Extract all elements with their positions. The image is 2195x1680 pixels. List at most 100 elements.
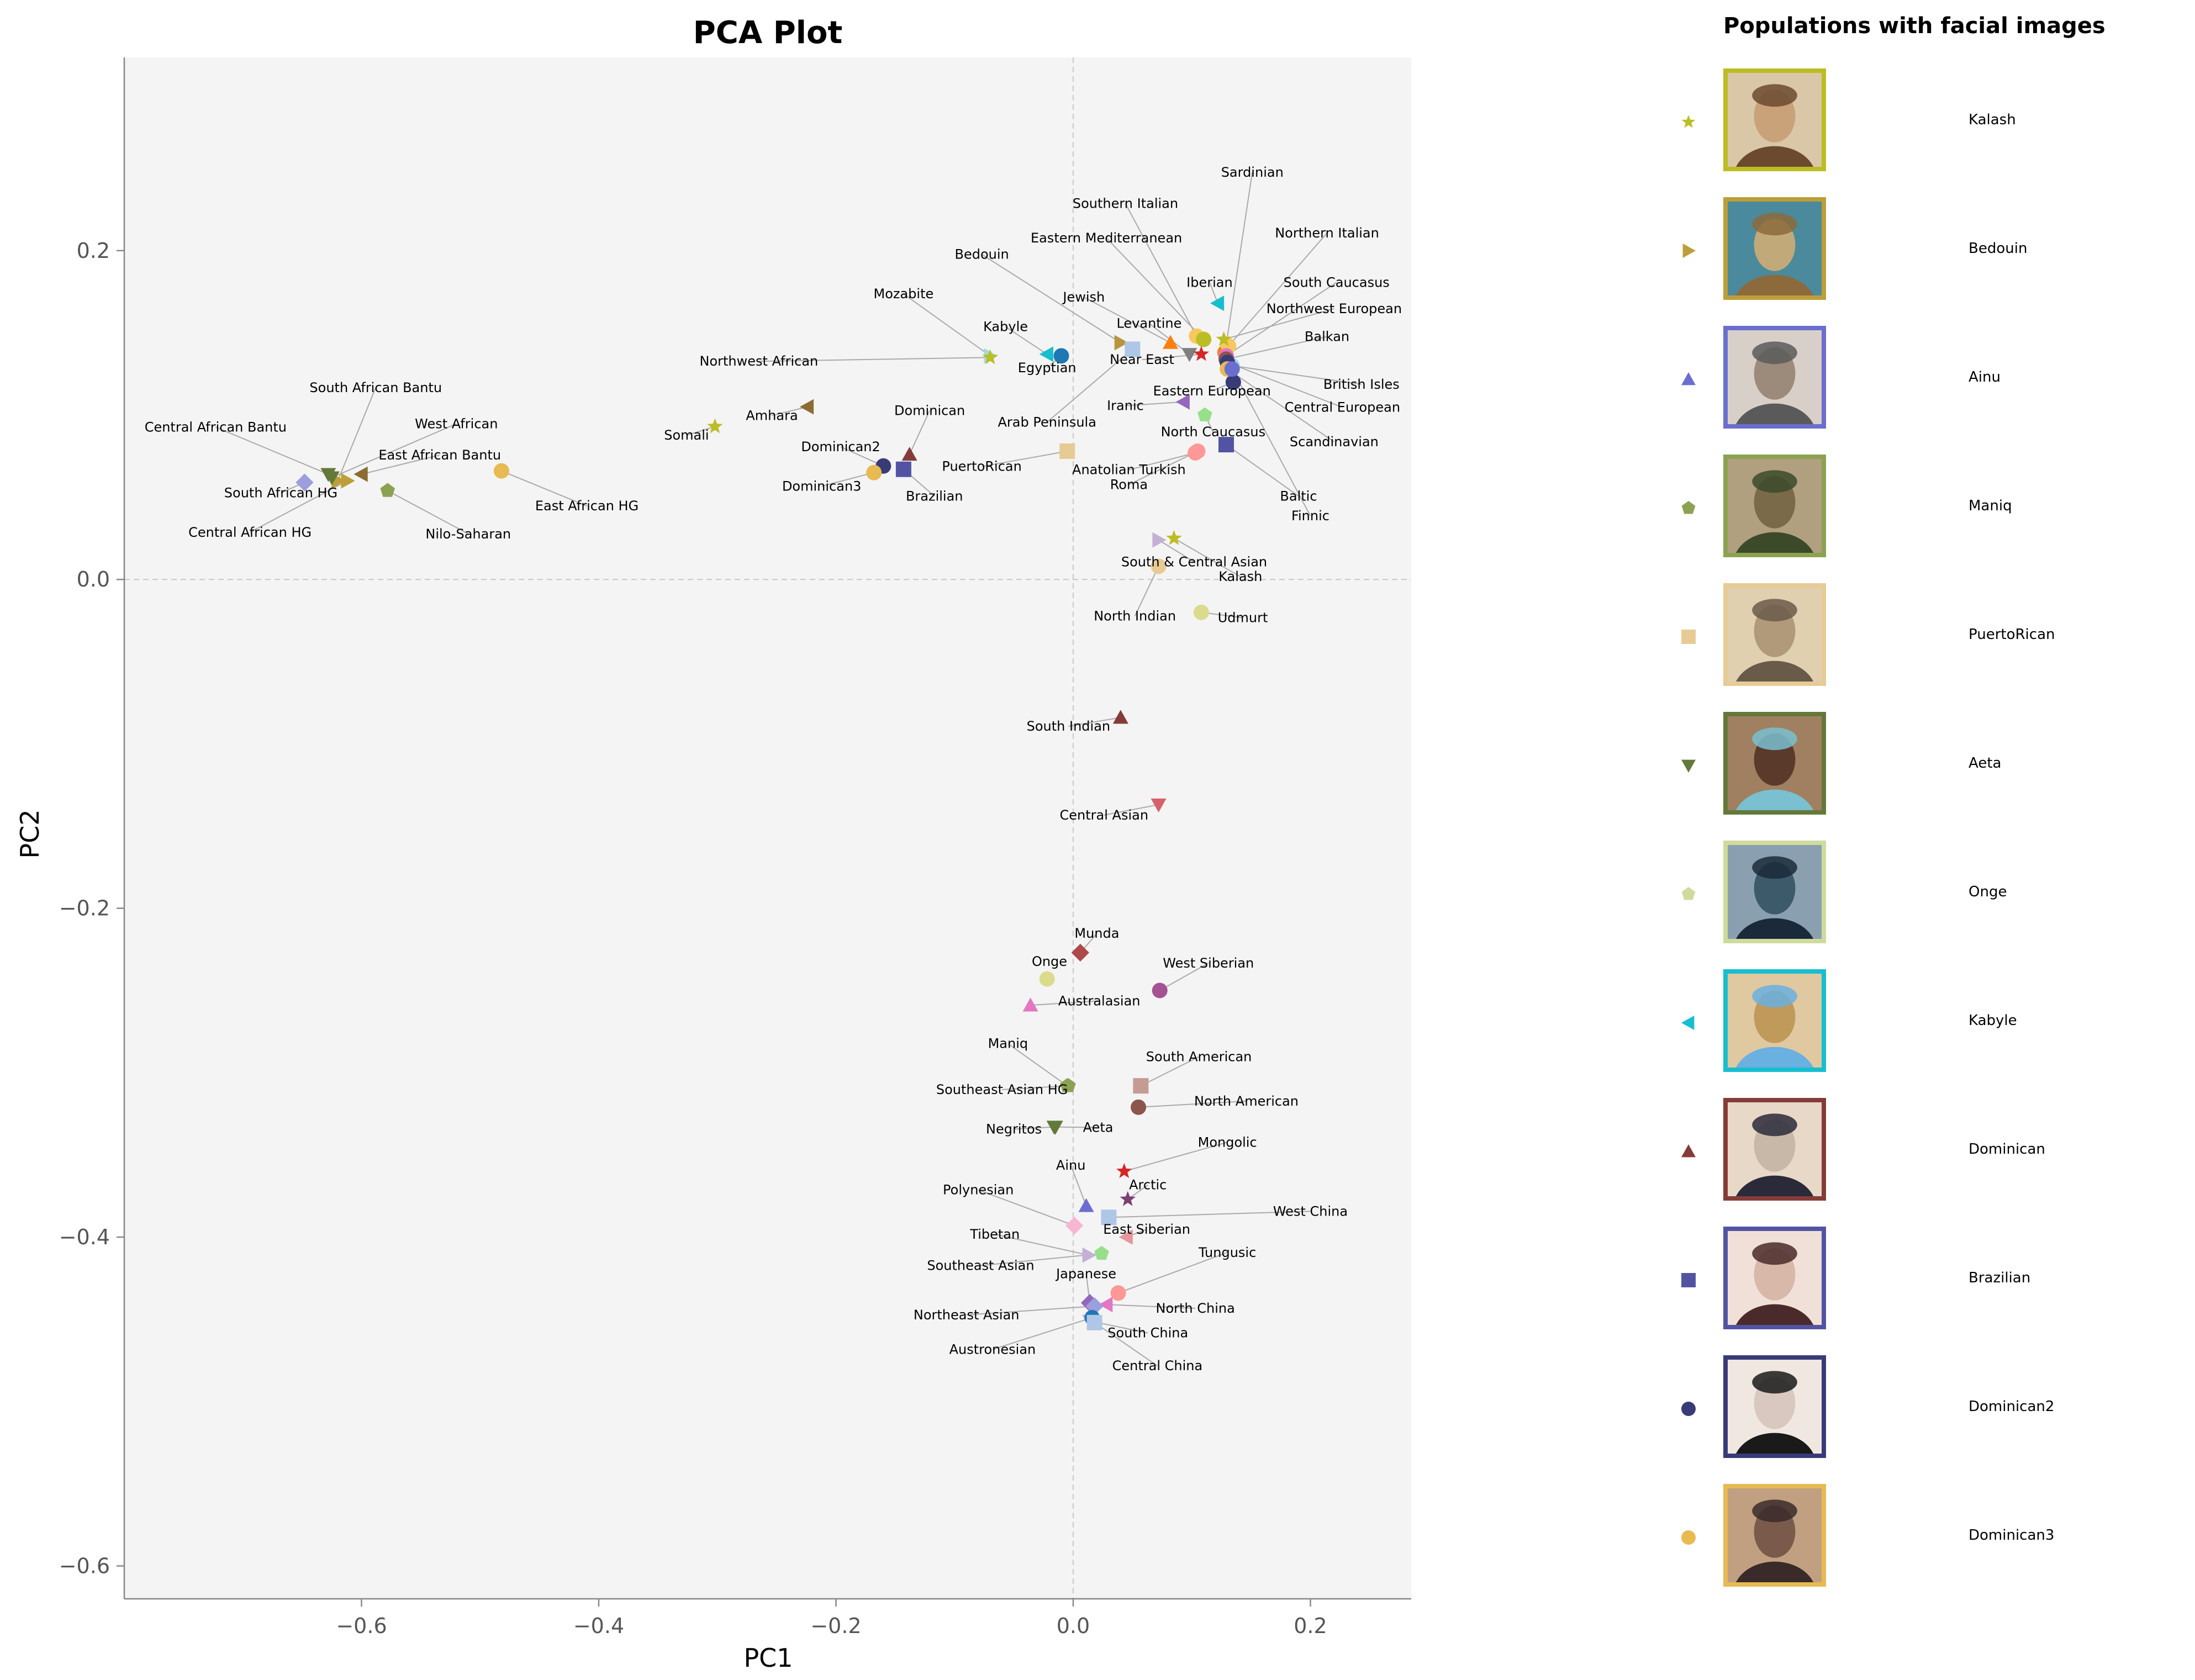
data-point-label: Maniq xyxy=(988,1036,1028,1052)
leader-line xyxy=(980,1253,1102,1266)
data-point-label: Southeast Asian xyxy=(927,1258,1034,1274)
photo-hair xyxy=(1752,985,1797,1008)
data-point-label: Southern Italian xyxy=(1073,196,1178,211)
legend-marker xyxy=(1679,241,1698,260)
legend-marker xyxy=(1679,1142,1698,1161)
data-point-label: Bedouin xyxy=(954,247,1009,262)
leader-line xyxy=(1128,452,1196,471)
data-point-marker xyxy=(341,473,355,489)
data-point-marker xyxy=(1190,443,1206,459)
leader-line xyxy=(1005,326,1048,355)
data-point-label: Tungusic xyxy=(1198,1245,1256,1260)
leader-line xyxy=(992,1317,1093,1350)
data-point-label: Balkan xyxy=(1305,329,1349,345)
leader-line xyxy=(1174,537,1241,578)
pca-scatter-plot: PCA Plot −0.6 −0.4 −0.2 0.0 0.2 −0.6 −0.4 −0.2 0… xyxy=(15,15,1411,1673)
legend-marker xyxy=(1679,499,1698,517)
leader-line xyxy=(1226,336,1327,360)
data-point-label: Iranic xyxy=(1107,398,1144,414)
photo-shoulders xyxy=(1736,146,1813,167)
data-point-label: Central African Bantu xyxy=(145,419,287,435)
portrait-photo xyxy=(1723,1098,1826,1201)
leader-line xyxy=(1068,717,1121,727)
legend-label: Onge xyxy=(1969,884,2007,900)
portrait-photo xyxy=(1723,197,1826,300)
legend-marker xyxy=(1679,1271,1698,1290)
legend-marker-shape xyxy=(1681,1530,1696,1545)
leader-line xyxy=(995,1234,1089,1256)
photo-hair xyxy=(1752,1371,1797,1394)
portrait-photo xyxy=(1723,1355,1826,1458)
legend-marker xyxy=(1679,113,1698,131)
data-point-label: East African HG xyxy=(535,498,639,514)
legend-marker xyxy=(1679,1013,1698,1032)
leader-line xyxy=(821,472,874,487)
data-point-marker xyxy=(1125,341,1141,357)
data-point-marker xyxy=(1131,1099,1147,1115)
data-point-label: Eastern European xyxy=(1153,383,1271,399)
data-point-label: Egyptian xyxy=(1018,360,1077,376)
plot-area xyxy=(124,57,1411,1599)
leader-line xyxy=(1232,365,1362,385)
data-point-label: Levantine xyxy=(1116,316,1181,331)
legend-label: Ainu xyxy=(1969,369,2001,385)
data-point-label: Southeast Asian HG xyxy=(936,1082,1068,1097)
photo-shoulders xyxy=(1736,1561,1813,1582)
portrait-photo xyxy=(1723,326,1826,429)
leader-line xyxy=(1083,297,1171,344)
leader-line xyxy=(1047,348,1133,423)
data-point-marker xyxy=(353,466,368,482)
x-axis-label: PC1 xyxy=(743,1643,793,1673)
legend-title: Populations with facial images xyxy=(1723,13,2106,39)
data-point-label: Tibetan xyxy=(969,1227,1020,1242)
data-point-label: South American xyxy=(1146,1049,1252,1064)
leader-line xyxy=(772,406,808,416)
data-point-label: Mongolic xyxy=(1198,1134,1257,1150)
photo-hair xyxy=(1752,599,1797,622)
data-point-marker xyxy=(1112,710,1128,724)
data-point-marker xyxy=(1110,1285,1126,1301)
data-point-label: East African Bantu xyxy=(378,447,501,463)
data-point-marker xyxy=(1047,1121,1063,1135)
data-point-marker xyxy=(1216,331,1232,346)
chart-title: PCA Plot xyxy=(693,15,842,51)
data-point-label: British Isles xyxy=(1323,377,1400,392)
data-point-marker xyxy=(895,461,911,477)
leader-line xyxy=(1125,203,1197,337)
leader-line xyxy=(982,253,1121,344)
legend-marker xyxy=(1679,885,1698,904)
data-point-label: PuertoRican xyxy=(942,459,1021,474)
data-point-marker xyxy=(1120,1191,1136,1206)
leader-line xyxy=(1118,1251,1228,1294)
axes: −0.6 −0.4 −0.2 0.0 0.2 −0.6 −0.4 −0.2 0.0 0.2 xyxy=(59,57,1411,1638)
data-point-marker xyxy=(1114,335,1128,351)
portrait-photo xyxy=(1723,1227,1826,1329)
data-point-label: South China xyxy=(1107,1325,1188,1341)
data-point-label: North Indian xyxy=(1094,609,1176,624)
photo-shoulders xyxy=(1736,661,1813,681)
data-point-label: East Siberian xyxy=(1103,1222,1190,1237)
portrait-photo xyxy=(1723,712,1826,815)
leader-line xyxy=(1106,237,1204,340)
leader-line xyxy=(1223,308,1334,340)
data-point-label: West China xyxy=(1273,1203,1348,1219)
legend-marker xyxy=(1679,370,1698,389)
data-point-label: Australasian xyxy=(1058,993,1141,1008)
photo-shoulders xyxy=(1736,1175,1813,1196)
data-point-label: Central Asian xyxy=(1060,807,1149,823)
legend-item: Bedouin xyxy=(1646,197,2195,304)
data-point-marker xyxy=(1085,1297,1104,1316)
data-point-label: Baltic xyxy=(1280,488,1317,504)
leader-line xyxy=(1224,172,1253,353)
data-point-marker xyxy=(1101,1209,1117,1225)
photo-hair xyxy=(1752,1499,1797,1523)
legend-item: Aeta xyxy=(1646,712,2195,819)
leader-line xyxy=(982,451,1068,467)
legend-marker-shape xyxy=(1681,115,1696,128)
legend-item: Dominican2 xyxy=(1646,1355,2195,1462)
portrait-photo xyxy=(1723,68,1826,171)
data-point-label: Onge xyxy=(1032,954,1067,969)
x-tick-label: −0.6 xyxy=(336,1614,387,1638)
legend-item: Dominican xyxy=(1646,1098,2195,1205)
legend-marker xyxy=(1679,1528,1698,1547)
